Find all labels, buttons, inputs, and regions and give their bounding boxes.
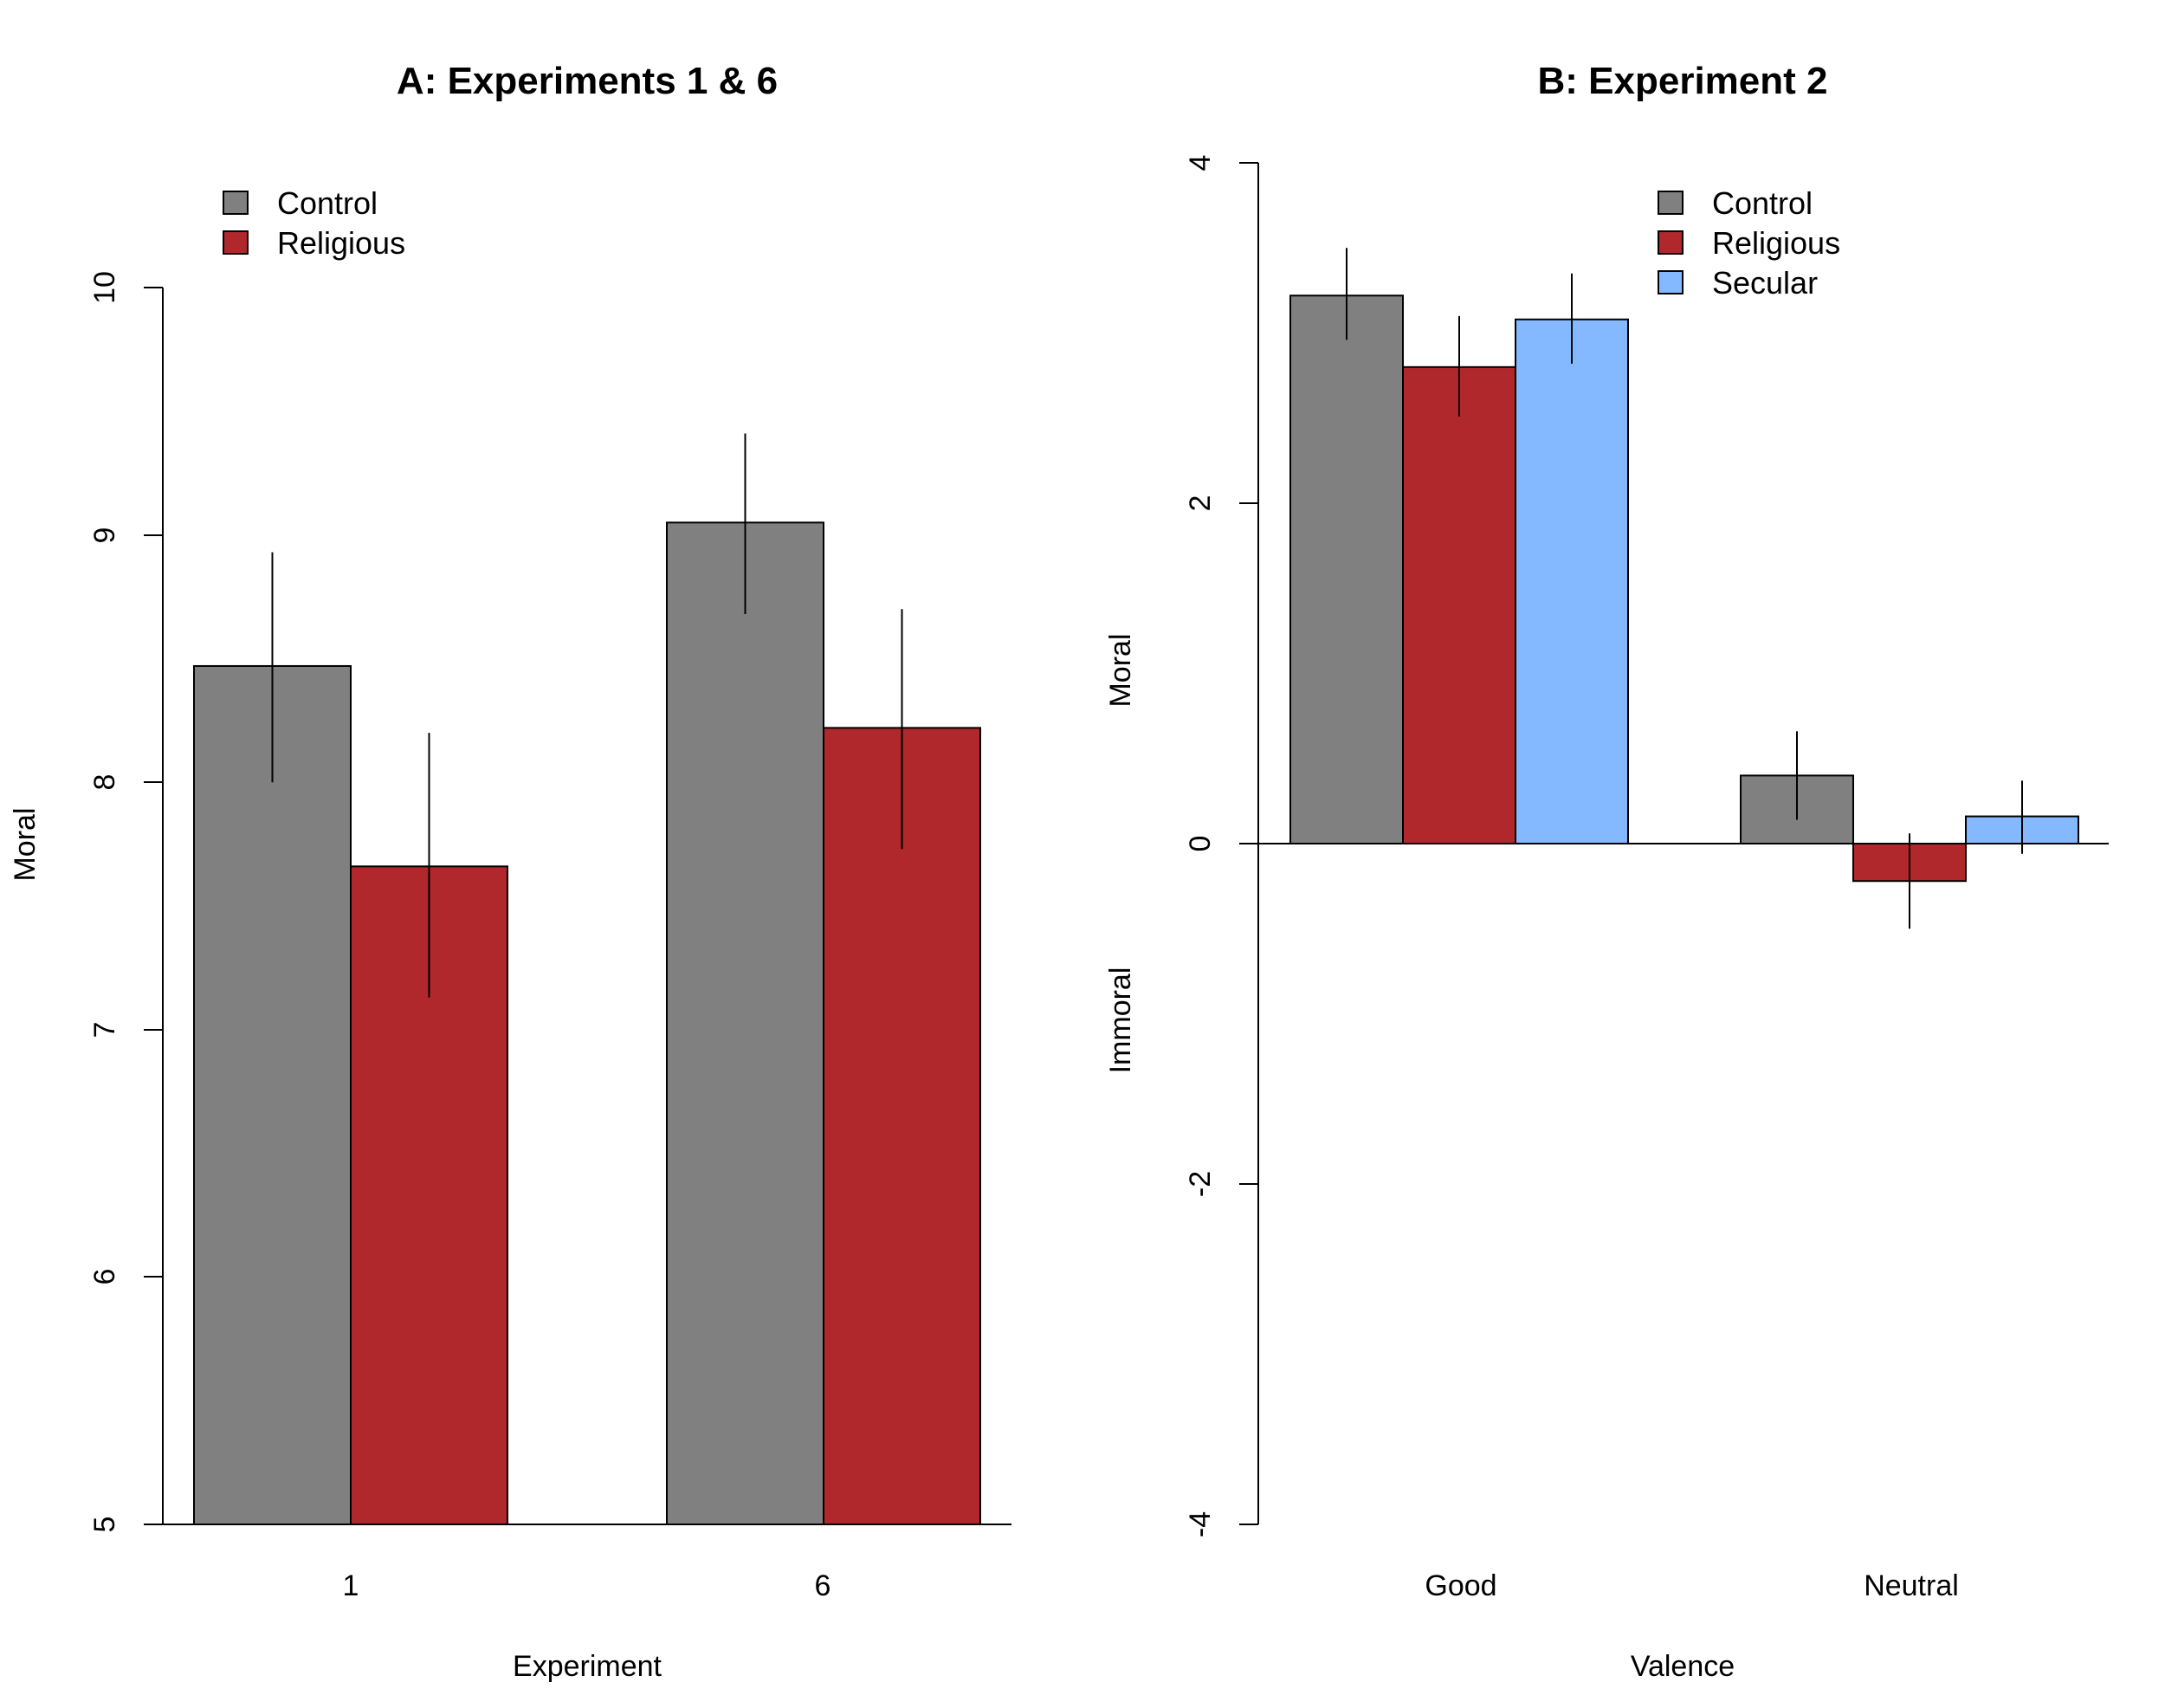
bar-religious-experiment-6 [823,727,981,1525]
legend-label-religious: Religious [277,225,405,261]
panel-b-y-tick-label: 2 [1184,495,1217,512]
panel-b-error-bars [1346,248,2023,929]
legend-swatch-control [1658,191,1684,215]
legend-label-control: Control [277,185,378,221]
panel-b-y-tick-label: -2 [1184,1171,1217,1197]
panel-b-x-axis-label: Valence [1631,1650,1735,1683]
bar-secular-good [1515,318,1629,844]
panel-a-y-tick-label: 10 [88,271,121,304]
panel-a-y-tick-label: 9 [88,527,121,544]
panel-a-x-tick-label: 1 [343,1569,359,1602]
panel-b-legend: Control Religious Secular [1658,185,1840,301]
panel-a-x-axis-label: Experiment [513,1650,662,1683]
panel-a-title: A: Experiments 1 & 6 [397,60,778,102]
panel-b-title: B: Experiment 2 [1538,60,1828,102]
legend-label-secular: Secular [1712,265,1818,301]
panel-b-experiment-2: B: Experiment 2 -4 -2 0 2 4 Moral Immora… [1104,60,2109,1683]
panel-b-y-tick-label: -4 [1184,1511,1217,1537]
panel-a-y-tick-label: 6 [88,1269,121,1285]
panel-a-y-tick-label: 5 [88,1517,121,1533]
panel-b-x-tick-label: Neutral [1864,1569,1959,1602]
legend-label-religious: Religious [1712,225,1840,261]
panel-a-y-ticks [144,287,163,1525]
panel-a-experiments-1-and-6: A: Experiments 1 & 6 5 6 7 8 9 10 Moral [9,60,1011,1683]
panel-b-y-tick-label: 4 [1184,155,1217,171]
legend-swatch-secular [1658,270,1684,294]
panel-a-error-bars [271,433,903,998]
bar-religious-good [1402,366,1516,844]
panel-b-y-tick-labels: -4 -2 0 2 4 [1184,155,1217,1538]
panel-b-y-tick-label: 0 [1184,836,1217,852]
legend-swatch-religious [1658,230,1684,255]
panel-a-y-tick-label: 8 [88,774,121,791]
bar-control-experiment-1 [193,664,352,1525]
legend-swatch-religious [223,230,249,255]
panel-a-y-tick-label: 7 [88,1022,121,1038]
panel-b-y-axis-label-moral: Moral [1104,633,1137,707]
bar-control-good [1289,294,1404,844]
panel-b-x-tick-label: Good [1425,1569,1496,1602]
bar-control-experiment-6 [666,521,824,1526]
panel-b-bars [1289,294,2079,883]
legend-swatch-control [223,191,249,215]
panel-a-x-tick-label: 6 [815,1569,831,1602]
panel-a-y-tick-labels: 5 6 7 8 9 10 [88,271,121,1532]
panel-a-y-axis-label: Moral [9,807,42,881]
panel-b-y-ticks [1239,162,1258,1525]
panel-a-bars [193,521,981,1526]
panel-b-y-axis-label-immoral: Immoral [1104,967,1137,1074]
panel-a-legend: Control Religious [223,185,405,261]
legend-label-control: Control [1712,185,1813,221]
